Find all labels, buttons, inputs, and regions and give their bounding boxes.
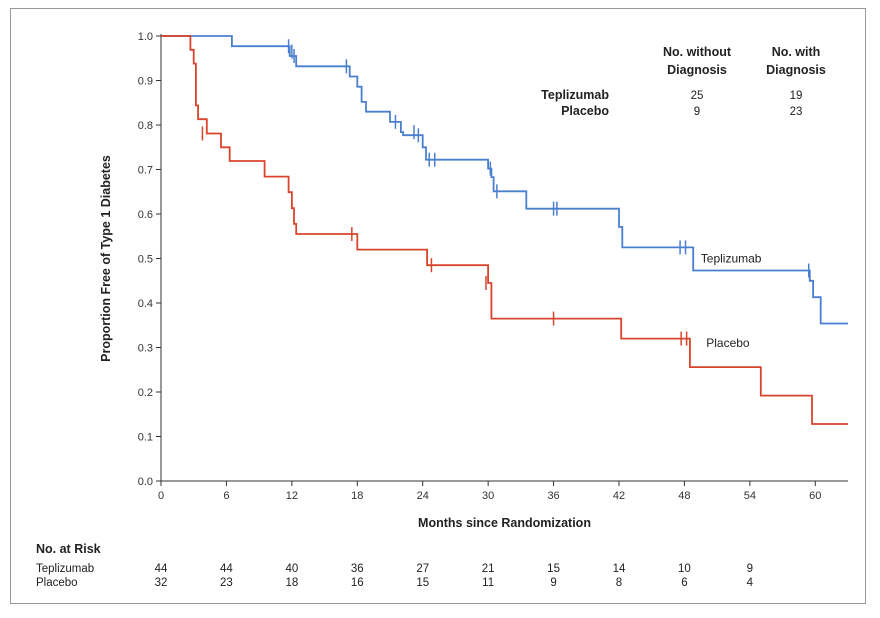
teplizumab-series-label: Teplizumab: [701, 252, 762, 266]
y-tick-label: 0.7: [138, 165, 153, 177]
risk-value: 4: [747, 577, 754, 589]
summary-without-value: 9: [694, 106, 700, 118]
x-tick-label: 48: [678, 490, 690, 502]
risk-value: 9: [747, 563, 753, 575]
y-tick-label: 0.0: [138, 476, 153, 488]
x-tick-label: 54: [744, 490, 756, 502]
risk-value: 15: [547, 563, 560, 575]
summary-with-value: 23: [790, 106, 803, 118]
x-tick-label: 60: [809, 490, 821, 502]
placebo-series-label: Placebo: [706, 336, 750, 350]
x-tick-label: 36: [547, 490, 559, 502]
x-axis-title: Months since Randomization: [418, 516, 591, 530]
y-tick-label: 0.9: [138, 76, 153, 88]
risk-value: 11: [482, 577, 494, 589]
risk-value: 23: [220, 577, 233, 589]
y-tick-label: 0.6: [138, 209, 153, 221]
y-tick-label: 0.8: [138, 120, 153, 132]
risk-value: 14: [613, 563, 626, 575]
risk-value: 10: [678, 563, 691, 575]
risk-value: 44: [155, 563, 168, 575]
x-tick-label: 12: [286, 490, 298, 502]
risk-row-label: Teplizumab: [36, 563, 94, 575]
x-tick-label: 18: [351, 490, 363, 502]
risk-value: 15: [416, 577, 429, 589]
summary-without-value: 25: [691, 90, 704, 102]
summary-header-line: No. without: [663, 45, 732, 59]
risk-value: 36: [351, 563, 364, 575]
y-tick-label: 0.3: [138, 343, 153, 355]
summary-header-line: No. with: [772, 45, 821, 59]
risk-value: 40: [285, 563, 298, 575]
summary-row-label: Placebo: [561, 104, 609, 118]
risk-value: 44: [220, 563, 233, 575]
risk-value: 9: [550, 577, 556, 589]
y-tick-label: 1.0: [138, 31, 153, 43]
placebo-survival-line: [161, 35, 848, 425]
summary-header-line: Diagnosis: [766, 63, 826, 77]
summary-with-value: 19: [790, 90, 803, 102]
y-tick-label: 0.2: [138, 387, 153, 399]
risk-value: 6: [681, 577, 687, 589]
y-tick-label: 0.1: [138, 432, 153, 444]
x-tick-label: 42: [613, 490, 625, 502]
risk-value: 18: [285, 577, 298, 589]
risk-row-label: Placebo: [36, 577, 78, 589]
risk-value: 16: [351, 577, 364, 589]
risk-value: 32: [155, 577, 168, 589]
risk-table-title: No. at Risk: [36, 542, 101, 556]
figure-frame: [10, 8, 866, 604]
risk-value: 27: [416, 563, 429, 575]
risk-value: 21: [482, 563, 495, 575]
x-tick-label: 6: [223, 490, 229, 502]
risk-value: 8: [616, 577, 622, 589]
x-tick-label: 0: [158, 490, 164, 502]
x-tick-label: 24: [417, 490, 429, 502]
y-tick-label: 0.4: [138, 298, 153, 310]
summary-header-line: Diagnosis: [667, 63, 727, 77]
y-tick-label: 0.5: [138, 254, 153, 266]
teplizumab-survival-line: [161, 35, 848, 325]
summary-row-label: Teplizumab: [541, 88, 609, 102]
y-axis-title: Proportion Free of Type 1 Diabetes: [99, 155, 113, 362]
x-tick-label: 30: [482, 490, 494, 502]
